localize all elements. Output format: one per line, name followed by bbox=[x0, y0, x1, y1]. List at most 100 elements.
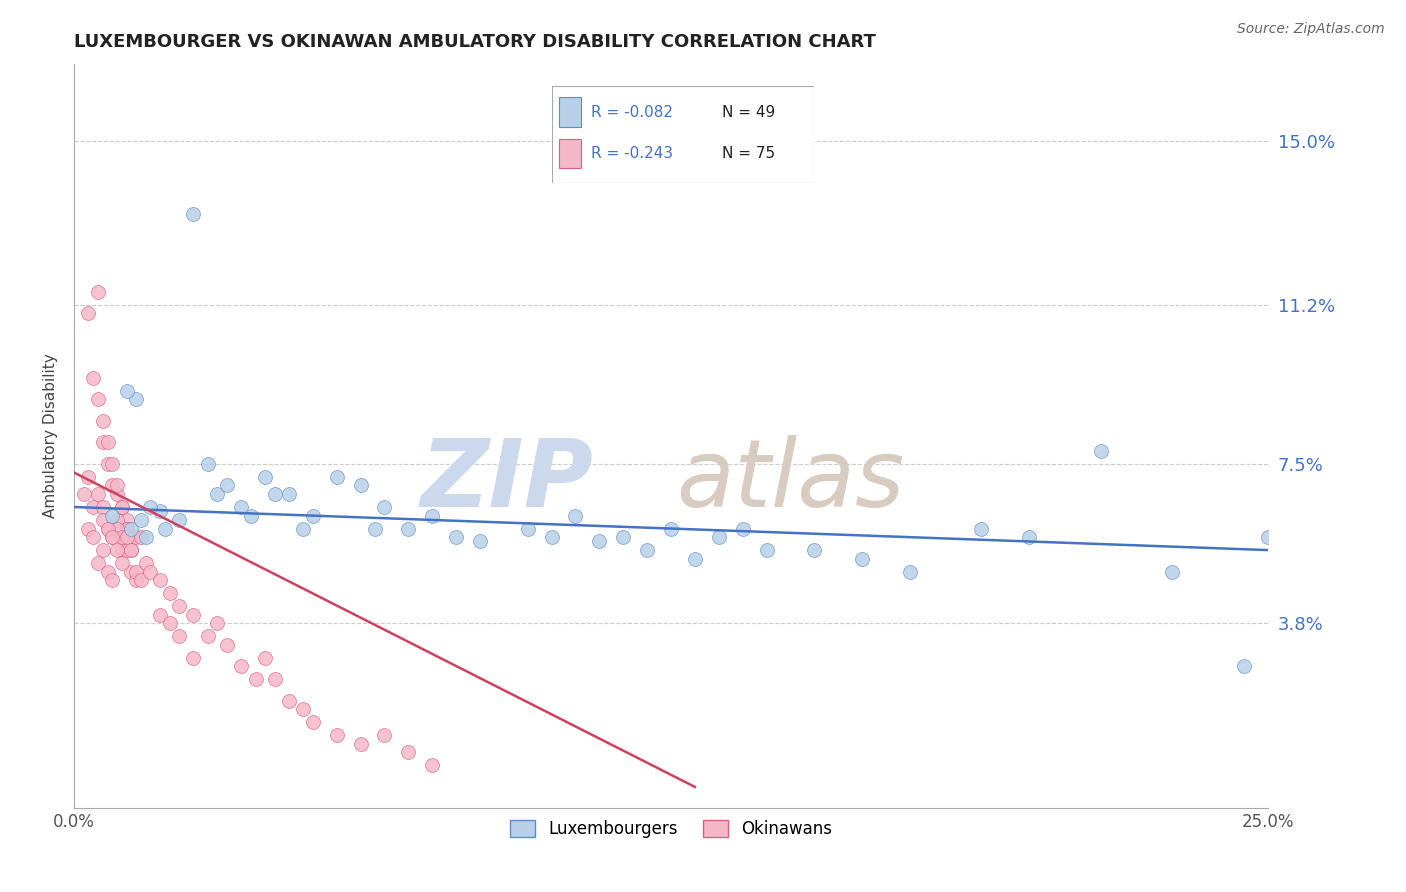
Point bbox=[564, 508, 586, 523]
Point bbox=[254, 470, 277, 484]
Point bbox=[803, 543, 825, 558]
Point bbox=[755, 543, 778, 558]
Point bbox=[82, 500, 104, 514]
Point bbox=[197, 629, 219, 643]
Point bbox=[135, 530, 157, 544]
Point bbox=[87, 392, 110, 407]
Point bbox=[215, 478, 238, 492]
Point bbox=[120, 543, 142, 558]
Point bbox=[159, 586, 181, 600]
Point bbox=[111, 500, 134, 514]
Point bbox=[588, 534, 610, 549]
Point bbox=[159, 616, 181, 631]
Point bbox=[263, 673, 285, 687]
Point bbox=[101, 478, 124, 492]
Point bbox=[898, 565, 921, 579]
Point bbox=[659, 522, 682, 536]
Point bbox=[125, 565, 148, 579]
Point bbox=[254, 650, 277, 665]
Point bbox=[325, 728, 347, 742]
Point bbox=[115, 513, 138, 527]
Point bbox=[115, 530, 138, 544]
Y-axis label: Ambulatory Disability: Ambulatory Disability bbox=[44, 353, 58, 518]
Point bbox=[125, 392, 148, 407]
Point bbox=[91, 513, 114, 527]
Point bbox=[101, 530, 124, 544]
Point bbox=[101, 530, 124, 544]
Point bbox=[87, 556, 110, 570]
Point bbox=[91, 435, 114, 450]
Point bbox=[77, 522, 100, 536]
Point bbox=[153, 522, 176, 536]
Point bbox=[91, 500, 114, 514]
Point bbox=[139, 565, 162, 579]
Point bbox=[91, 414, 114, 428]
Point bbox=[278, 487, 301, 501]
Point bbox=[263, 487, 285, 501]
Point bbox=[111, 556, 134, 570]
Point bbox=[278, 694, 301, 708]
Point bbox=[197, 457, 219, 471]
Point bbox=[129, 530, 152, 544]
Point bbox=[135, 556, 157, 570]
Point bbox=[105, 543, 128, 558]
Point bbox=[129, 513, 152, 527]
Point bbox=[707, 530, 730, 544]
Point bbox=[516, 522, 538, 536]
Point bbox=[101, 508, 124, 523]
Point bbox=[77, 470, 100, 484]
Point bbox=[1233, 659, 1256, 673]
Point bbox=[82, 530, 104, 544]
Point bbox=[292, 702, 315, 716]
Point bbox=[215, 638, 238, 652]
Point bbox=[115, 522, 138, 536]
Point bbox=[87, 285, 110, 299]
Point bbox=[231, 659, 253, 673]
Point bbox=[105, 478, 128, 492]
Point bbox=[125, 530, 148, 544]
Point bbox=[183, 650, 205, 665]
Point bbox=[120, 522, 142, 536]
Point bbox=[167, 513, 190, 527]
Point bbox=[115, 384, 138, 398]
Point bbox=[120, 543, 142, 558]
Point bbox=[396, 522, 419, 536]
Point bbox=[87, 487, 110, 501]
Point bbox=[970, 522, 993, 536]
Point bbox=[96, 522, 118, 536]
Point bbox=[302, 508, 325, 523]
Point bbox=[302, 715, 325, 730]
Point bbox=[325, 470, 347, 484]
Point bbox=[111, 543, 134, 558]
Point bbox=[364, 522, 387, 536]
Point bbox=[105, 487, 128, 501]
Point bbox=[105, 522, 128, 536]
Point bbox=[105, 513, 128, 527]
Point bbox=[396, 746, 419, 760]
Point bbox=[149, 573, 172, 587]
Point bbox=[239, 508, 262, 523]
Point bbox=[115, 543, 138, 558]
Point bbox=[468, 534, 491, 549]
Point bbox=[444, 530, 467, 544]
Point bbox=[683, 551, 706, 566]
Point bbox=[91, 543, 114, 558]
Point bbox=[183, 607, 205, 622]
Point bbox=[77, 306, 100, 320]
Point bbox=[1090, 444, 1112, 458]
Point bbox=[1161, 565, 1184, 579]
Point bbox=[636, 543, 658, 558]
Point bbox=[420, 758, 443, 772]
Point bbox=[72, 487, 94, 501]
Point bbox=[207, 616, 229, 631]
Point bbox=[245, 673, 267, 687]
Point bbox=[167, 599, 190, 613]
Point bbox=[149, 607, 172, 622]
Point bbox=[1018, 530, 1040, 544]
Point bbox=[82, 371, 104, 385]
Point bbox=[349, 478, 371, 492]
Point bbox=[96, 457, 118, 471]
Point bbox=[111, 530, 134, 544]
Point bbox=[231, 500, 253, 514]
Point bbox=[612, 530, 634, 544]
